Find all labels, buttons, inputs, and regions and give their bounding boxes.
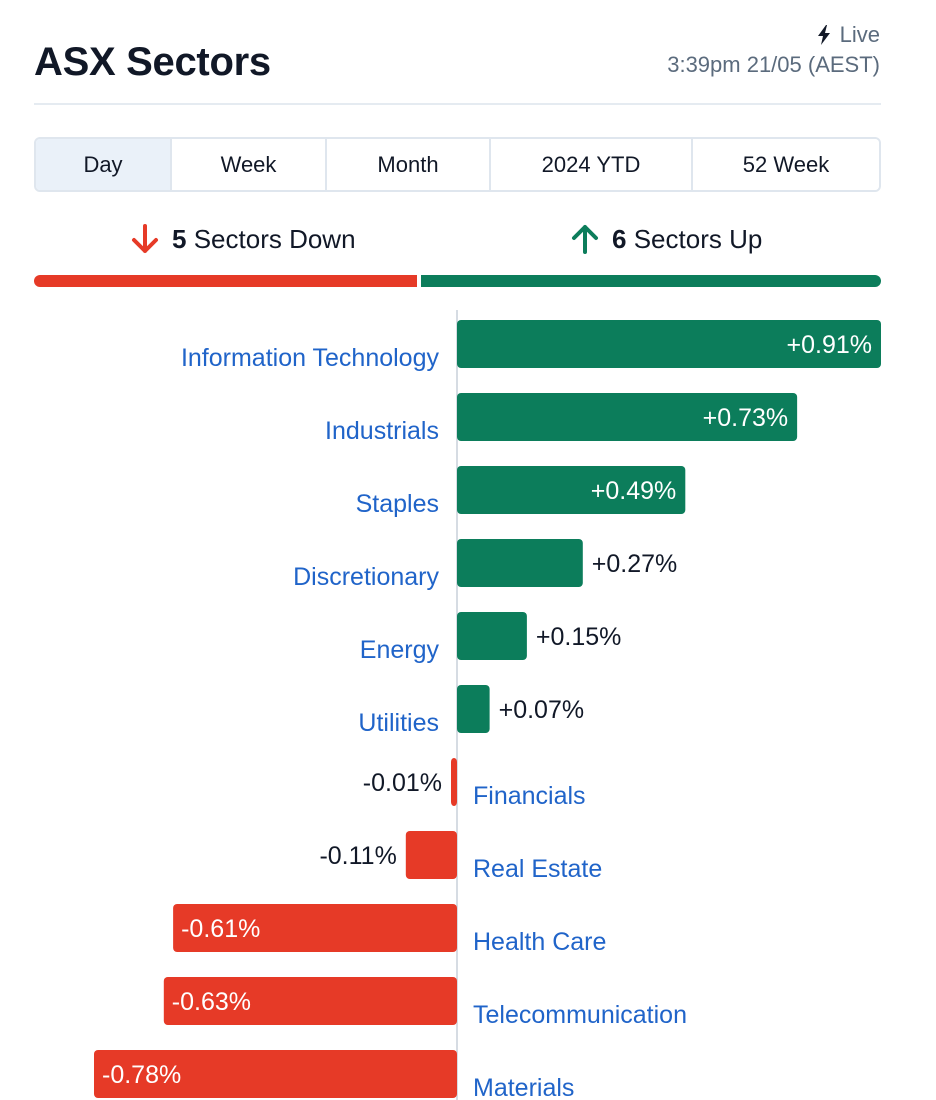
sector-bar[interactable] xyxy=(457,466,686,514)
sector-row: +0.73% Industrials xyxy=(325,393,798,445)
sectors-up-summary: 6 Sectors Up xyxy=(568,222,762,256)
sector-row: +0.27% Discretionary xyxy=(293,539,677,591)
sector-row: +0.91% Information Technology xyxy=(181,320,881,372)
tab-month[interactable]: Month xyxy=(327,139,491,190)
sector-value-label: +0.15% xyxy=(536,623,622,651)
sector-value-label: +0.49% xyxy=(591,477,677,505)
sector-bar[interactable] xyxy=(457,539,583,587)
sector-bar[interactable] xyxy=(451,758,457,806)
sector-value-label: +0.07% xyxy=(499,696,584,724)
arrow-up-icon xyxy=(572,225,598,254)
sector-value-label: -0.61% xyxy=(181,915,260,943)
sector-bar[interactable] xyxy=(173,904,457,952)
sector-value-label: -0.63% xyxy=(172,988,251,1016)
lightning-bolt-icon xyxy=(817,25,830,45)
timestamp: 3:39pm 21/05 (AEST) xyxy=(667,52,880,77)
sectors-down-count: 5 xyxy=(172,223,187,254)
sector-category-label[interactable]: Discretionary xyxy=(293,563,439,591)
sector-category-label[interactable]: Information Technology xyxy=(181,344,440,372)
arrow-down-icon xyxy=(132,224,158,253)
tab-day[interactable]: Day xyxy=(36,139,172,190)
sector-category-label[interactable]: Telecommunication xyxy=(473,1001,687,1029)
tab-week[interactable]: Week xyxy=(172,139,327,190)
header-divider xyxy=(34,103,881,105)
sector-row: +0.15% Energy xyxy=(360,612,622,664)
sector-category-label[interactable]: Real Estate xyxy=(473,855,602,883)
sector-value-label: +0.73% xyxy=(703,404,789,432)
sector-category-label[interactable]: Utilities xyxy=(358,709,439,737)
sector-value-label: +0.27% xyxy=(592,550,678,578)
sector-bar[interactable] xyxy=(163,977,458,1025)
sector-row: -0.78% Materials xyxy=(94,1050,574,1100)
sector-bar[interactable] xyxy=(457,685,490,733)
sector-row: -0.61% Health Care xyxy=(173,904,606,956)
sector-row: -0.11% Real Estate xyxy=(319,831,602,883)
sectors-up-bar xyxy=(421,275,881,287)
page-title: ASX Sectors xyxy=(34,40,271,84)
sector-bar[interactable] xyxy=(405,831,457,879)
sectors-down-bar xyxy=(34,275,417,287)
sector-value-label: -0.11% xyxy=(319,842,396,870)
sectors-down-label: Sectors Down xyxy=(193,223,356,254)
sector-row: -0.01% Financials xyxy=(363,758,586,810)
sector-category-label[interactable]: Health Care xyxy=(473,928,606,956)
sector-row: +0.07% Utilities xyxy=(358,685,584,737)
sectors-down-summary: 5 Sectors Down xyxy=(128,222,356,256)
sector-category-label[interactable]: Financials xyxy=(473,782,586,810)
sector-bar[interactable] xyxy=(457,393,798,441)
sector-value-label: +0.91% xyxy=(787,331,873,359)
live-indicator: Live xyxy=(816,22,880,48)
live-label: Live xyxy=(839,22,880,47)
sector-category-label[interactable]: Materials xyxy=(473,1074,574,1100)
sector-bar[interactable] xyxy=(94,1050,457,1098)
sector-value-label: -0.78% xyxy=(102,1061,181,1089)
sector-row: +0.49% Staples xyxy=(356,466,686,518)
sector-category-label[interactable]: Staples xyxy=(356,490,439,518)
sectors-up-label: Sectors Up xyxy=(633,223,763,254)
tab-2024-ytd[interactable]: 2024 YTD xyxy=(491,139,693,190)
sector-bar[interactable] xyxy=(457,612,527,660)
sector-bar[interactable] xyxy=(457,320,881,368)
tab-52-week[interactable]: 52 Week xyxy=(693,139,879,190)
sectors-up-count: 6 xyxy=(612,223,627,254)
sector-performance-chart: +0.91% Information Technology +0.73% Indust… xyxy=(94,310,881,1100)
sector-category-label[interactable]: Industrials xyxy=(325,417,439,445)
sector-row: -0.63% Telecommunication xyxy=(163,977,687,1029)
sector-category-label[interactable]: Energy xyxy=(360,636,440,664)
period-tabs: Day Week Month 2024 YTD 52 Week xyxy=(34,137,881,192)
sector-value-label: -0.01% xyxy=(363,769,442,797)
